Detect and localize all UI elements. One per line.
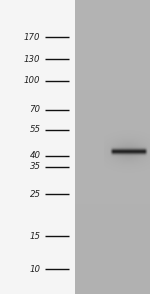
Text: 55: 55: [30, 125, 40, 134]
Text: 10: 10: [30, 265, 40, 274]
Text: 25: 25: [30, 190, 40, 199]
Text: 35: 35: [30, 162, 40, 171]
Text: 70: 70: [30, 105, 40, 114]
Text: 130: 130: [24, 54, 40, 64]
Text: 40: 40: [30, 151, 40, 160]
Text: 15: 15: [30, 231, 40, 240]
Text: 170: 170: [24, 33, 40, 41]
Text: 100: 100: [24, 76, 40, 85]
